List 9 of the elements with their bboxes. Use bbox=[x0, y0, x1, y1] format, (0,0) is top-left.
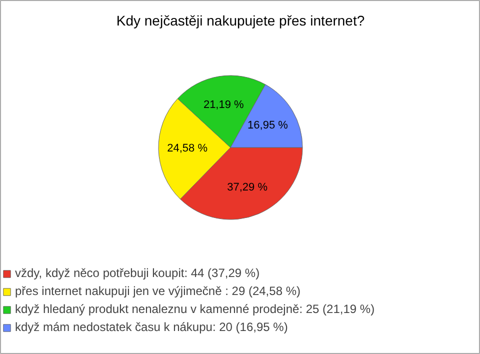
data-label: 37,29 % bbox=[227, 181, 268, 194]
data-label: 21,19 % bbox=[203, 98, 244, 111]
data-label: 16,95 % bbox=[248, 120, 288, 132]
legend-label: když mám nedostatek času k nákupu: 20 (16,95 %) bbox=[15, 320, 288, 334]
chart-title: Kdy nejčastěji nakupujete přes internet? bbox=[116, 12, 365, 28]
data-label: 24,58 % bbox=[167, 142, 208, 155]
legend-label: přes internet nakupuji jen ve výjimečně : 29 (24,58 %) bbox=[15, 284, 300, 298]
legend-label: když hledaný produkt nenaleznu v kamenné prodejně: 25 (21,19 %) bbox=[15, 302, 375, 316]
legend-label: vždy, když něco potřebuji koupit: 44 (37,29 %) bbox=[15, 266, 260, 280]
